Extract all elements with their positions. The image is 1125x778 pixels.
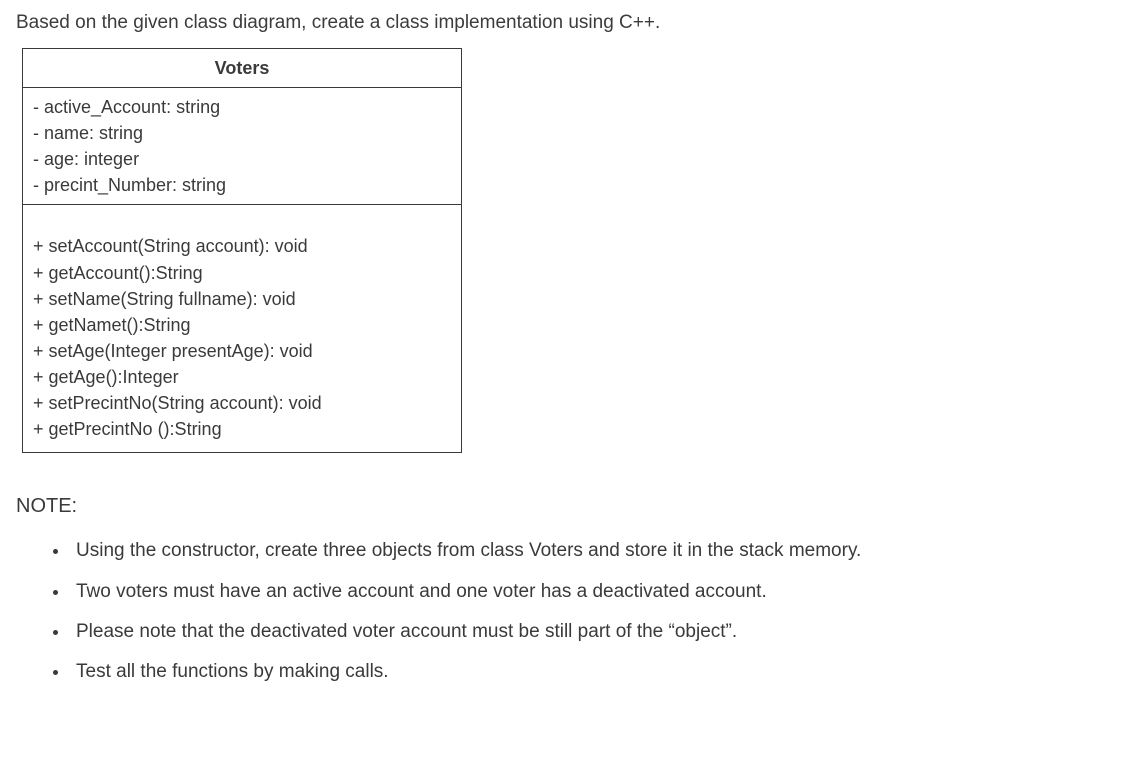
- uml-attributes-cell: - active_Account: string - name: string …: [23, 88, 462, 205]
- note-item: Please note that the deactivated voter a…: [70, 617, 1109, 647]
- uml-class-diagram: Voters - active_Account: string - name: …: [22, 48, 462, 453]
- uml-method: + setAge(Integer presentAge): void: [33, 338, 451, 364]
- uml-method: + setName(String fullname): void: [33, 286, 451, 312]
- note-heading: NOTE:: [16, 495, 1109, 518]
- uml-method: + getNamet():String: [33, 312, 451, 338]
- uml-methods-cell: + setAccount(String account): void + get…: [23, 205, 462, 453]
- uml-attribute: - age: integer: [33, 146, 451, 172]
- uml-class-name: Voters: [23, 49, 462, 88]
- uml-attribute: - precint_Number: string: [33, 172, 451, 198]
- note-item: Two voters must have an active account a…: [70, 577, 1109, 607]
- uml-attribute: - name: string: [33, 120, 451, 146]
- uml-method: + setAccount(String account): void: [33, 233, 451, 259]
- intro-text: Based on the given class diagram, create…: [16, 12, 1109, 34]
- uml-method: + getAge():Integer: [33, 364, 451, 390]
- uml-method: + setPrecintNo(String account): void: [33, 390, 451, 416]
- note-item: Test all the functions by making calls.: [70, 657, 1109, 687]
- uml-method: + getAccount():String: [33, 260, 451, 286]
- notes-list: Using the constructor, create three obje…: [16, 536, 1109, 688]
- note-item: Using the constructor, create three obje…: [70, 536, 1109, 566]
- uml-attribute: - active_Account: string: [33, 94, 451, 120]
- uml-method: + getPrecintNo ():String: [33, 416, 451, 442]
